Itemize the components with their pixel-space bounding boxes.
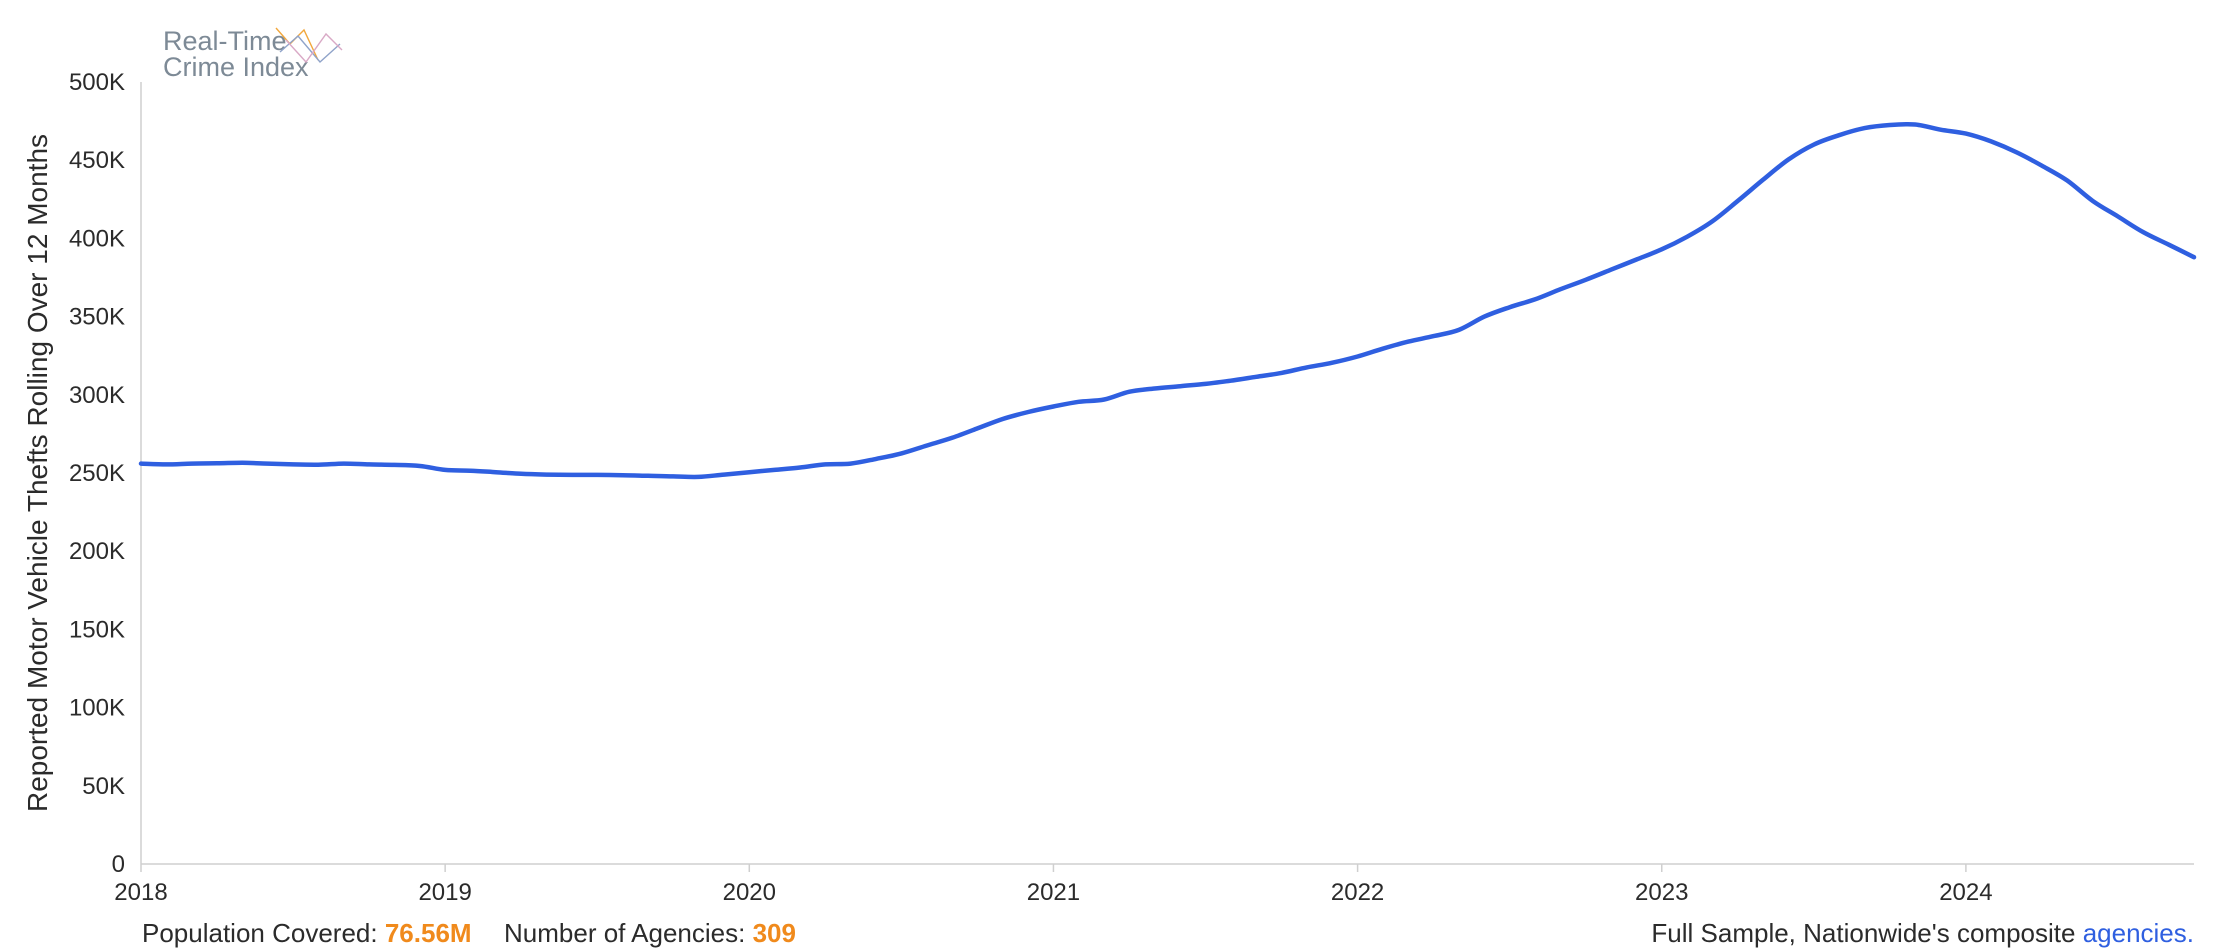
y-tick-label: 250K: [69, 460, 125, 487]
y-axis-title: Reported Motor Vehicle Thefts Rolling Ov…: [22, 134, 53, 812]
population-covered: Population Covered: 76.56M: [142, 918, 472, 948]
logo-line-2: Crime Index: [163, 52, 309, 82]
agencies-value: 309: [752, 918, 796, 948]
logo: Real-Time Crime Index: [163, 26, 343, 82]
y-tick-label: 200K: [69, 538, 125, 565]
sample-description: Full Sample, Nationwide's composite agen…: [1651, 918, 2194, 948]
x-tick-label: 2019: [418, 879, 471, 906]
population-label: Population Covered:: [142, 918, 378, 948]
x-tick-label: 2021: [1027, 879, 1080, 906]
x-tick-label: 2024: [1939, 879, 1992, 906]
y-tick-label: 350K: [69, 304, 125, 331]
x-tick-label: 2018: [114, 879, 167, 906]
y-tick-label: 50K: [82, 773, 125, 800]
x-ticks: 2018 2019 2020 2021 2022 2023 2024: [114, 864, 1993, 906]
y-ticks: 0 50K 100K 150K 200K 250K 300K 350K 400K 450K 500K: [69, 69, 125, 878]
y-tick-label: 100K: [69, 695, 125, 722]
agencies-link[interactable]: agencies.: [2082, 918, 2194, 948]
y-tick-label: 150K: [69, 616, 125, 643]
population-value: 76.56M: [384, 918, 472, 948]
y-tick-label: 300K: [69, 382, 125, 409]
number-of-agencies: Number of Agencies: 309: [504, 918, 796, 948]
crossed-lines-logo-icon: [275, 27, 343, 64]
series-line: [138, 121, 2197, 480]
agencies-label: Number of Agencies:: [504, 918, 746, 948]
logo-line-1: Real-Time: [163, 26, 287, 56]
x-tick-label: 2022: [1331, 879, 1384, 906]
sample-text: Full Sample, Nationwide's composite: [1651, 918, 2076, 948]
x-tick-label: 2020: [723, 879, 776, 906]
y-tick-label: 500K: [69, 69, 125, 96]
x-tick-label: 2023: [1635, 879, 1688, 906]
y-tick-label: 400K: [69, 225, 125, 252]
y-tick-label: 450K: [69, 147, 125, 174]
y-tick-label: 0: [112, 851, 125, 878]
